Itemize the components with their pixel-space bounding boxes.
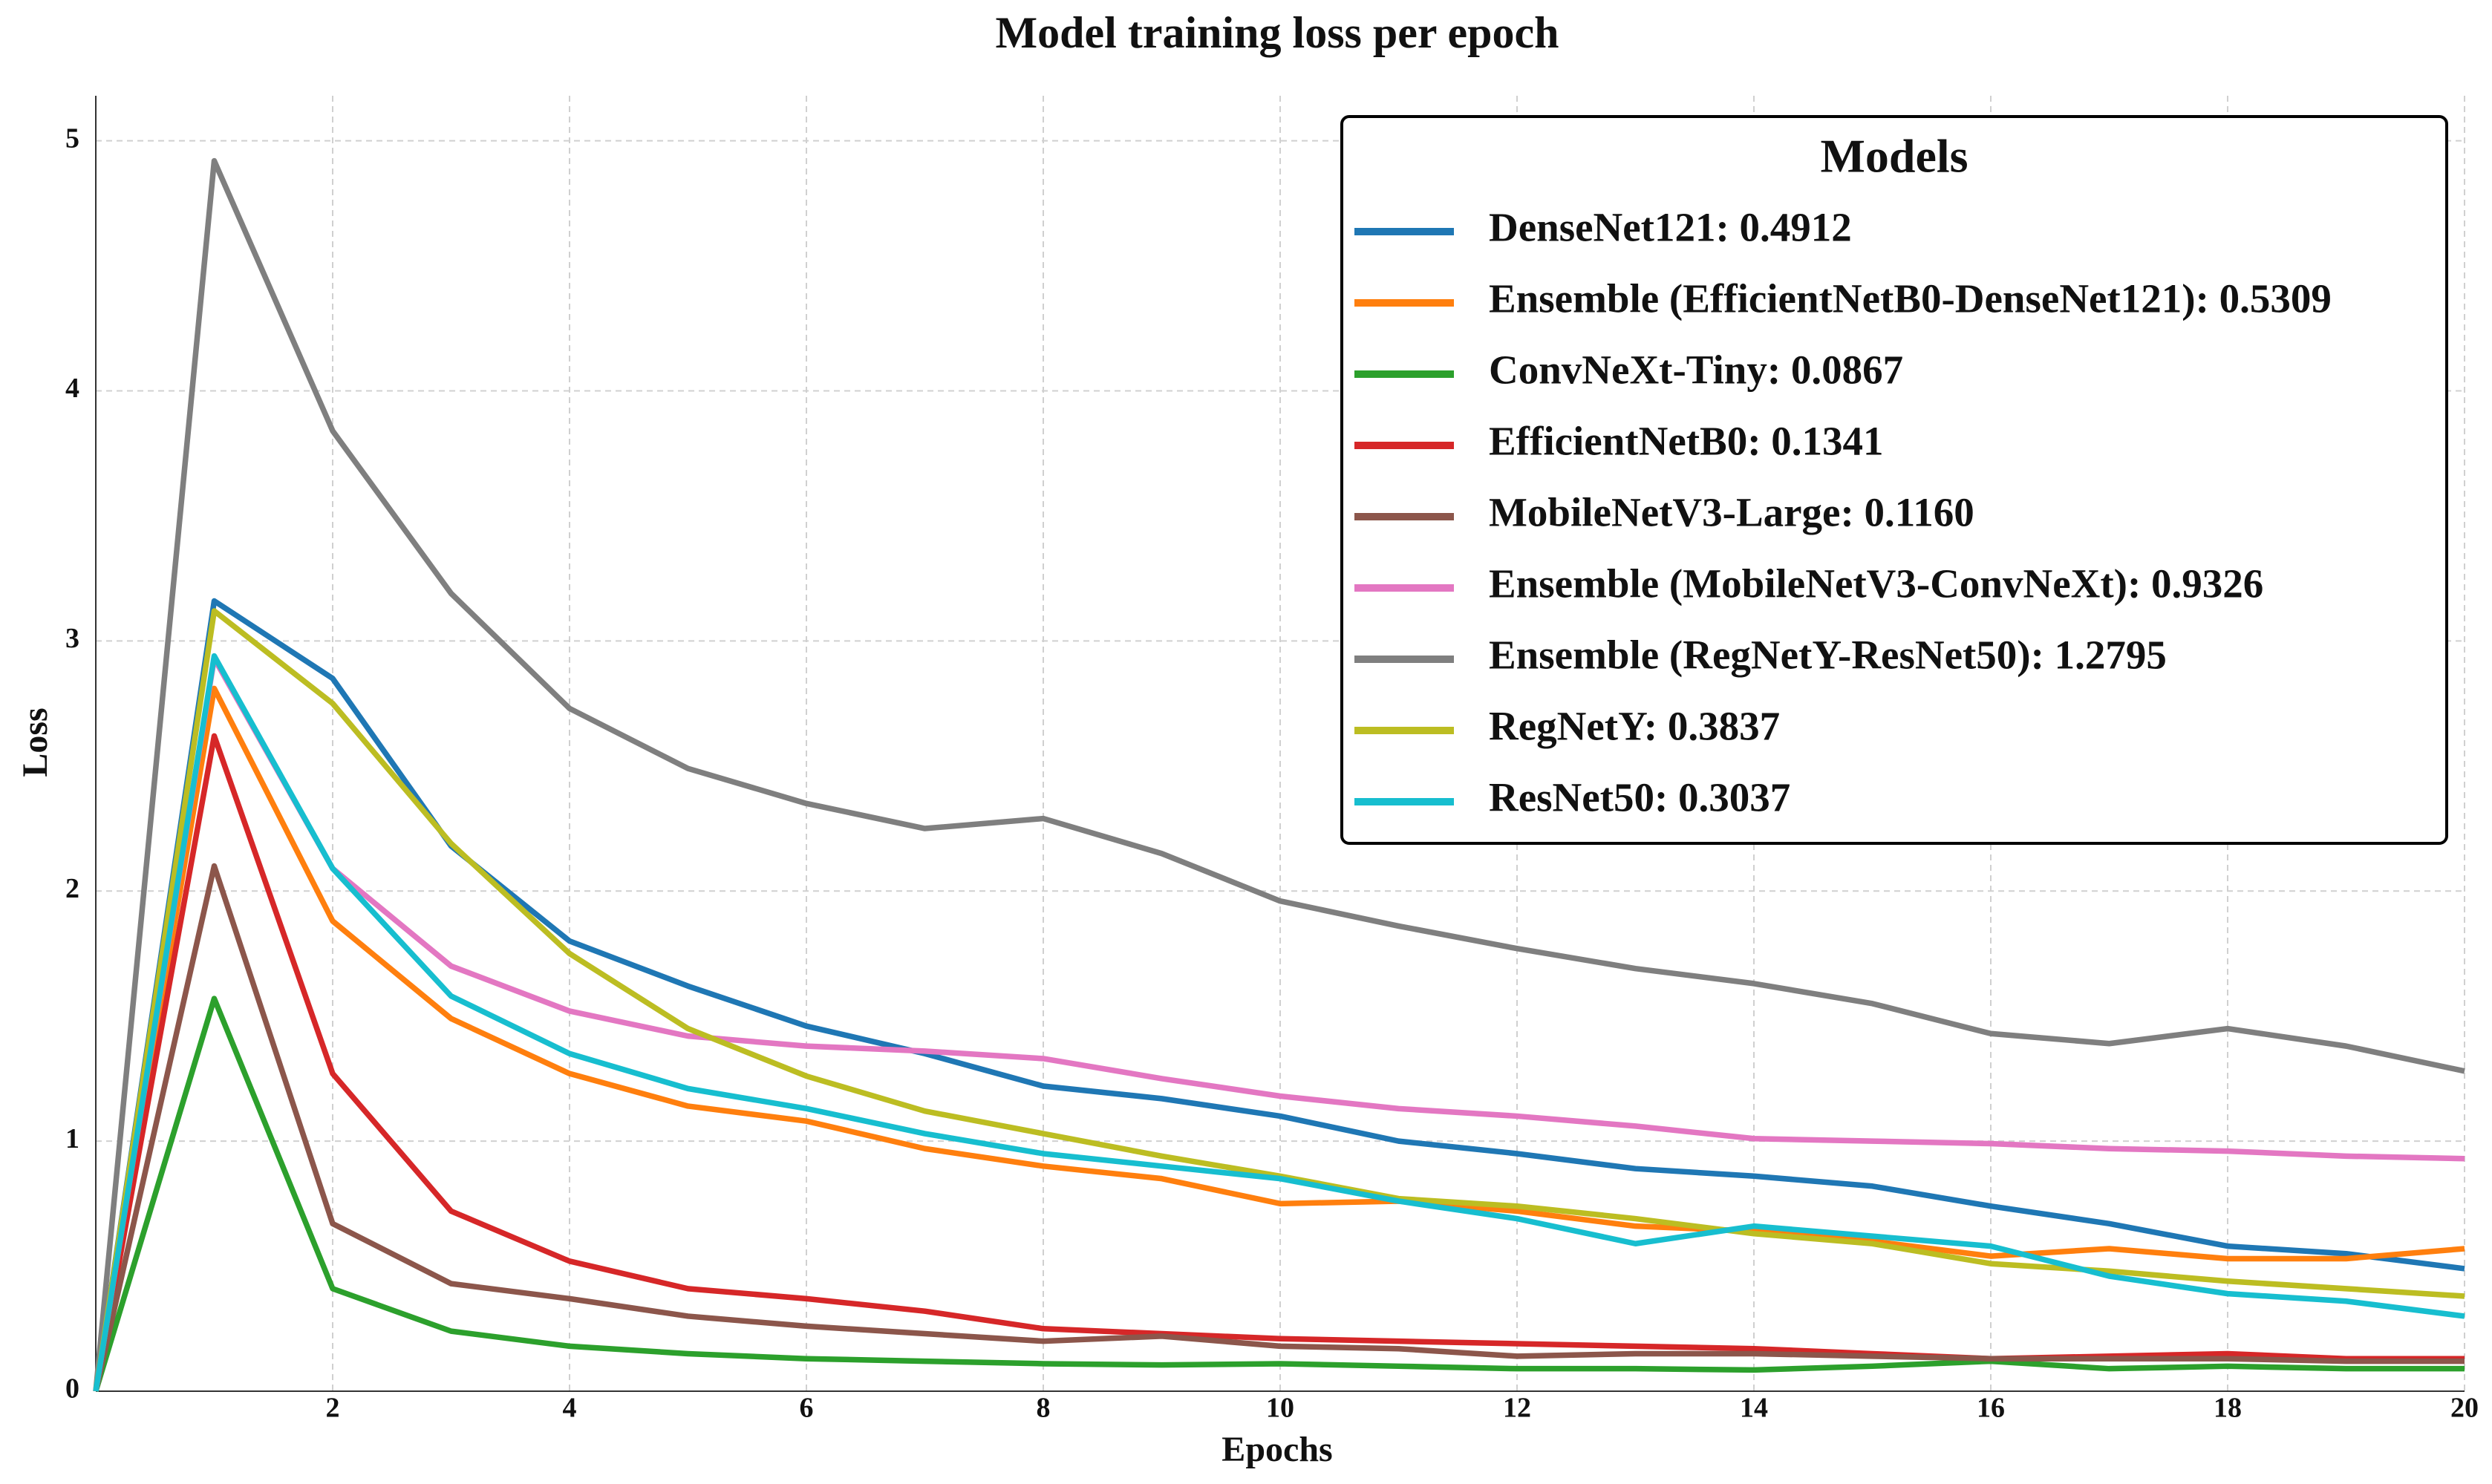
legend-title: Models [1820, 130, 1968, 183]
y-tick-label: 4 [65, 373, 79, 404]
x-tick-label: 6 [800, 1393, 814, 1424]
line-series [93, 656, 2465, 1392]
y-tick-label: 1 [65, 1123, 79, 1154]
line-series [93, 996, 2465, 1393]
x-tick-label: 18 [2214, 1393, 2242, 1424]
x-tick-label: 2 [326, 1393, 340, 1424]
line-series [93, 685, 2465, 1392]
x-axis-label: Epochs [1221, 1430, 1332, 1469]
y-tick-label: 5 [65, 122, 79, 154]
x-tick-label: 16 [1977, 1393, 2005, 1424]
x-tick-label: 20 [2450, 1393, 2479, 1424]
x-tick-label: 8 [1037, 1393, 1051, 1424]
x-tick-label: 14 [1740, 1393, 1768, 1424]
line-series [93, 653, 2465, 1392]
x-tick-label: 12 [1503, 1393, 1531, 1424]
legend-label: MobileNetV3-Large: 0.1160 [1489, 490, 1974, 535]
chart-title: Model training loss per epoch [996, 8, 1559, 57]
line-series [93, 157, 2465, 1392]
legend-label: RegNetY: 0.3837 [1489, 704, 1780, 749]
legend-label: ConvNeXt-Tiny: 0.0867 [1489, 347, 1903, 393]
legend-label: Ensemble (MobileNetV3-ConvNeXt): 0.9326 [1489, 561, 2263, 607]
y-tick-label: 2 [65, 873, 79, 904]
legend-label: DenseNet121: 0.4912 [1489, 205, 1852, 250]
x-tick-label: 10 [1266, 1393, 1294, 1424]
y-tick-label: 3 [65, 623, 79, 654]
x-tick-label: 4 [563, 1393, 577, 1424]
legend-box [1340, 115, 2448, 845]
line-series [93, 863, 2465, 1392]
legend-label: ResNet50: 0.3037 [1489, 775, 1790, 820]
y-tick-label: 0 [65, 1373, 79, 1405]
y-axis-label: Loss [16, 707, 55, 777]
legend-label: EfficientNetB0: 0.1341 [1489, 419, 1884, 464]
legend-label: Ensemble (RegNetY-ResNet50): 1.2795 [1489, 633, 2167, 678]
legend-label: Ensemble (EfficientNetB0-DenseNet121): 0… [1489, 276, 2332, 321]
